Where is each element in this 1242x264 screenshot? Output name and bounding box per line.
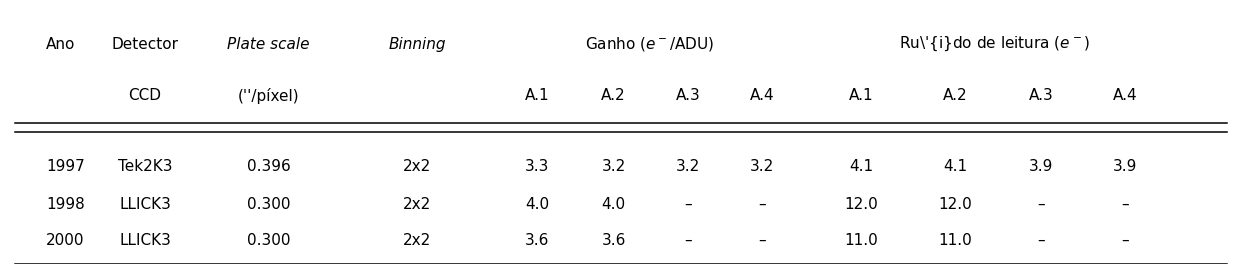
Text: 4.1: 4.1 <box>943 159 968 175</box>
Text: 2x2: 2x2 <box>402 159 431 175</box>
Text: CCD: CCD <box>128 88 161 103</box>
Text: 3.2: 3.2 <box>676 159 700 175</box>
Text: LLICK3: LLICK3 <box>119 197 171 212</box>
Text: Tek2K3: Tek2K3 <box>118 159 173 175</box>
Text: 0.300: 0.300 <box>247 233 291 248</box>
Text: –: – <box>1122 197 1129 212</box>
Text: (''/píxel): (''/píxel) <box>237 88 299 104</box>
Text: 12.0: 12.0 <box>938 197 971 212</box>
Text: –: – <box>684 197 692 212</box>
Text: A.4: A.4 <box>1113 88 1138 103</box>
Text: Ano: Ano <box>46 37 76 52</box>
Text: A.2: A.2 <box>601 88 626 103</box>
Text: –: – <box>1122 233 1129 248</box>
Text: 2000: 2000 <box>46 233 84 248</box>
Text: –: – <box>758 233 766 248</box>
Text: A.2: A.2 <box>943 88 968 103</box>
Text: –: – <box>758 197 766 212</box>
Text: A.3: A.3 <box>1030 88 1053 103</box>
Text: Detector: Detector <box>112 37 179 52</box>
Text: 1997: 1997 <box>46 159 84 175</box>
Text: A.3: A.3 <box>676 88 700 103</box>
Text: 3.9: 3.9 <box>1113 159 1138 175</box>
Text: 2x2: 2x2 <box>402 197 431 212</box>
Text: A.4: A.4 <box>750 88 774 103</box>
Text: 2x2: 2x2 <box>402 233 431 248</box>
Text: Ru\'{i}do de leitura ($e^-$): Ru\'{i}do de leitura ($e^-$) <box>899 35 1090 53</box>
Text: 0.300: 0.300 <box>247 197 291 212</box>
Text: 3.3: 3.3 <box>524 159 549 175</box>
Text: Binning: Binning <box>389 37 446 52</box>
Text: 11.0: 11.0 <box>938 233 971 248</box>
Text: 4.0: 4.0 <box>525 197 549 212</box>
Text: 11.0: 11.0 <box>845 233 878 248</box>
Text: LLICK3: LLICK3 <box>119 233 171 248</box>
Text: –: – <box>1037 197 1046 212</box>
Text: 3.6: 3.6 <box>601 233 626 248</box>
Text: 3.2: 3.2 <box>601 159 626 175</box>
Text: A.1: A.1 <box>848 88 873 103</box>
Text: 3.9: 3.9 <box>1030 159 1053 175</box>
Text: 12.0: 12.0 <box>845 197 878 212</box>
Text: –: – <box>684 233 692 248</box>
Text: 3.2: 3.2 <box>750 159 774 175</box>
Text: A.1: A.1 <box>524 88 549 103</box>
Text: 0.396: 0.396 <box>247 159 291 175</box>
Text: 4.0: 4.0 <box>601 197 626 212</box>
Text: Ganho ($e^-$/ADU): Ganho ($e^-$/ADU) <box>585 35 714 53</box>
Text: Plate scale: Plate scale <box>227 37 309 52</box>
Text: 3.6: 3.6 <box>524 233 549 248</box>
Text: 4.1: 4.1 <box>848 159 873 175</box>
Text: –: – <box>1037 233 1046 248</box>
Text: 1998: 1998 <box>46 197 84 212</box>
